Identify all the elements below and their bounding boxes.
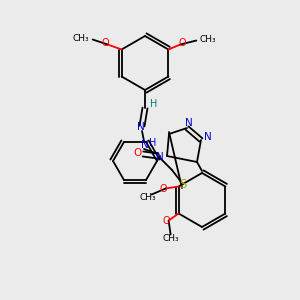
Text: O: O <box>163 217 170 226</box>
Text: N: N <box>204 132 212 142</box>
Text: N: N <box>156 152 164 162</box>
Text: S: S <box>179 178 187 191</box>
Text: CH₃: CH₃ <box>162 234 179 243</box>
Text: CH₃: CH₃ <box>139 193 156 202</box>
Text: O: O <box>178 38 186 49</box>
Text: O: O <box>102 38 110 49</box>
Text: CH₃: CH₃ <box>73 34 90 43</box>
Text: H: H <box>150 99 158 109</box>
Text: CH₃: CH₃ <box>200 35 216 44</box>
Text: N: N <box>185 118 193 128</box>
Text: O: O <box>160 184 167 194</box>
Text: N: N <box>137 122 145 132</box>
Text: H: H <box>149 138 157 148</box>
Text: N: N <box>141 140 149 150</box>
Text: O: O <box>133 148 141 158</box>
